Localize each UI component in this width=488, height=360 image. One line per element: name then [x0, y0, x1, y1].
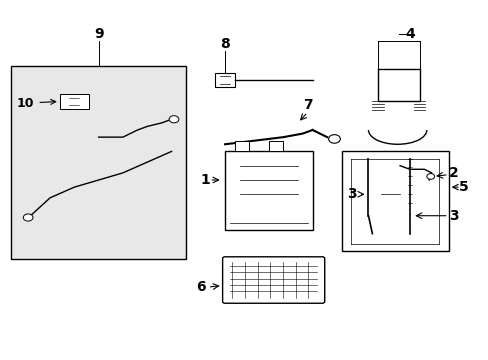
Bar — [224, 152, 312, 230]
Text: 6: 6 — [196, 280, 205, 294]
Bar — [60, 94, 89, 109]
Text: 1: 1 — [200, 173, 210, 187]
Text: 5: 5 — [457, 180, 467, 194]
Bar — [268, 141, 283, 152]
Circle shape — [23, 214, 33, 221]
Circle shape — [169, 116, 179, 123]
Text: 2: 2 — [448, 166, 458, 180]
Text: 3: 3 — [448, 209, 457, 223]
Bar — [215, 73, 234, 87]
Circle shape — [426, 174, 434, 179]
Text: 7: 7 — [302, 98, 312, 112]
Text: 3: 3 — [346, 187, 356, 201]
Bar — [341, 152, 448, 251]
Circle shape — [328, 135, 340, 143]
Text: 4: 4 — [404, 27, 414, 41]
Text: 9: 9 — [94, 27, 103, 41]
FancyBboxPatch shape — [222, 257, 324, 303]
Bar — [11, 66, 186, 258]
Bar — [234, 141, 249, 152]
Text: 10: 10 — [17, 97, 56, 110]
Text: 8: 8 — [220, 37, 229, 51]
